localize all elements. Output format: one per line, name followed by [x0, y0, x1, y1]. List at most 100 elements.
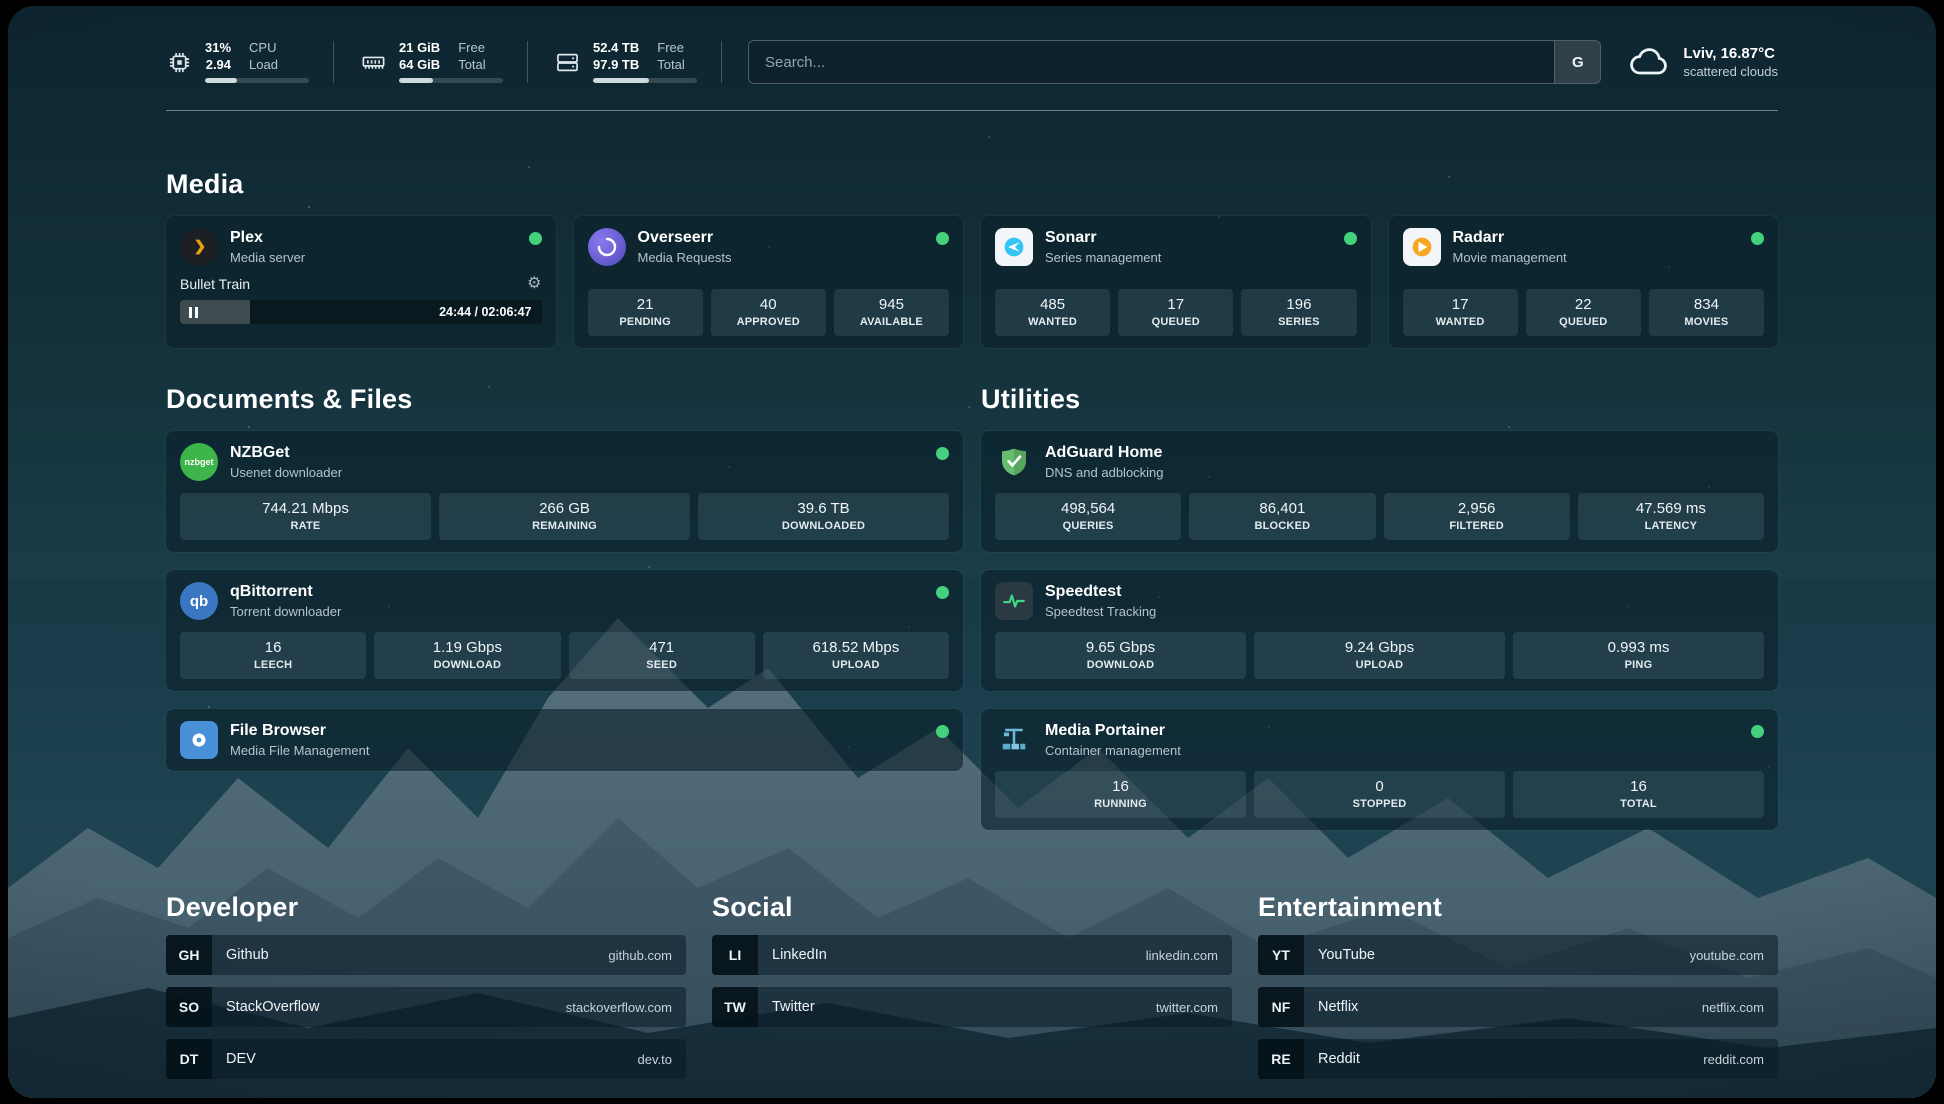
app-desc: Series management — [1045, 249, 1162, 265]
stat-available: 945 AVAILABLE — [833, 289, 950, 336]
link-name: Github — [226, 947, 269, 963]
stat-queries: 498,564 QUERIES — [995, 493, 1182, 540]
stat-blocked: 86,401 BLOCKED — [1189, 493, 1376, 540]
search-engine-button[interactable]: G — [1554, 41, 1601, 83]
app-name: Media Portainer — [1045, 722, 1166, 740]
section-title-utilities: Utilities — [981, 384, 1081, 414]
stat-download: 9.65 Gbps DOWNLOAD — [995, 632, 1246, 679]
middle-grid: Documents & Files nzbget NZBGet Usenet d… — [166, 384, 1778, 830]
adguard-card[interactable]: AdGuard Home DNS and adblocking 498,564 Q… — [981, 431, 1778, 552]
dashboard-window: 31% 2.94 CPU Load — [8, 6, 1936, 1098]
link-twitter[interactable]: TW Twitter twitter.com — [712, 987, 1232, 1027]
stat-seed: 471 SEED — [568, 632, 755, 679]
link-url: youtube.com — [1689, 947, 1764, 963]
link-dev[interactable]: DT DEV dev.to — [166, 1039, 686, 1079]
cpu-icon — [166, 49, 193, 76]
top-bar: 31% 2.94 CPU Load — [166, 6, 1778, 84]
stat-upload: 9.24 Gbps UPLOAD — [1254, 632, 1505, 679]
github-badge: GH — [166, 935, 212, 975]
sonarr-card[interactable]: Sonarr Series management 485 WANTED 17 QUE… — [981, 216, 1371, 348]
qbittorrent-icon: qb — [180, 582, 218, 620]
stat-queued: 22 QUEUED — [1525, 289, 1641, 336]
link-github[interactable]: GH Github github.com — [166, 935, 686, 975]
nzbget-icon: nzbget — [180, 443, 218, 481]
ram-total-value: 64 GiB — [399, 56, 441, 72]
disk-free-label: Free — [657, 39, 684, 55]
link-url: netflix.com — [1701, 999, 1764, 1015]
link-linkedin[interactable]: LI LinkedIn linkedin.com — [712, 935, 1232, 975]
app-desc: Media server — [230, 249, 306, 265]
pause-icon[interactable] — [189, 306, 198, 318]
cpu-load-value: 2.94 — [205, 56, 232, 72]
nzbget-card[interactable]: nzbget NZBGet Usenet downloader 744.21 M… — [166, 431, 963, 552]
app-name: Speedtest — [1045, 583, 1122, 601]
gear-icon[interactable]: ⚙ — [527, 275, 542, 292]
youtube-badge: YT — [1258, 935, 1304, 975]
app-name: qBittorrent — [230, 583, 313, 601]
app-desc: Movie management — [1452, 249, 1567, 265]
app-name: Plex — [230, 229, 263, 247]
link-name: Twitter — [772, 999, 815, 1015]
twitter-badge: TW — [712, 987, 758, 1027]
link-name: Netflix — [1318, 999, 1359, 1015]
stat-series: 196 SERIES — [1241, 289, 1357, 336]
speedtest-icon — [995, 582, 1033, 620]
status-dot — [1751, 232, 1764, 245]
app-name: Overseerr — [637, 229, 714, 247]
link-netflix[interactable]: NF Netflix netflix.com — [1258, 987, 1778, 1027]
speedtest-card[interactable]: Speedtest Speedtest Tracking 9.65 Gbps DO… — [981, 570, 1778, 691]
cpu-widget: 31% 2.94 CPU Load — [166, 40, 334, 84]
cpu-load-label: Load — [249, 56, 278, 72]
app-name: AdGuard Home — [1045, 444, 1163, 462]
stat-remaining: 266 GB REMAINING — [439, 493, 690, 540]
social-links: Social LI LinkedIn linkedin.com TW Twitt… — [712, 892, 1232, 1079]
stat-stopped: 0 STOPPED — [1254, 771, 1505, 818]
utilities-column: Utilities AdGu — [981, 384, 1778, 830]
stat-download: 1.19 Gbps DOWNLOAD — [374, 632, 561, 679]
stat-approved: 40 APPROVED — [710, 289, 826, 336]
link-stackoverflow[interactable]: SO StackOverflow stackoverflow.com — [166, 987, 686, 1027]
link-reddit[interactable]: RE Reddit reddit.com — [1258, 1039, 1778, 1079]
weather-widget: Lviv, 16.87°C scattered clouds — [1627, 40, 1778, 84]
qbittorrent-card[interactable]: qb qBittorrent Torrent downloader 16 LEEC… — [166, 570, 963, 691]
entertainment-links: Entertainment YT YouTube youtube.com NF … — [1258, 892, 1778, 1079]
header-divider — [166, 110, 1778, 111]
dev-badge: DT — [166, 1039, 212, 1079]
app-name: Sonarr — [1045, 229, 1097, 247]
status-dot — [936, 232, 949, 245]
link-name: YouTube — [1318, 947, 1375, 963]
search-input[interactable] — [749, 41, 1555, 83]
netflix-badge: NF — [1258, 987, 1304, 1027]
link-youtube[interactable]: YT YouTube youtube.com — [1258, 935, 1778, 975]
filebrowser-icon — [180, 721, 218, 759]
link-name: LinkedIn — [772, 947, 827, 963]
developer-links: Developer GH Github github.com SO StackO… — [166, 892, 686, 1079]
stat-latency: 47.569 ms LATENCY — [1577, 493, 1764, 540]
adguard-icon — [995, 443, 1033, 481]
ram-total-label: Total — [458, 56, 486, 72]
playback-progress-bar[interactable]: 24:44 / 02:06:47 — [180, 300, 542, 324]
section-title-developer: Developer — [166, 892, 299, 922]
stat-leech: 16 LEECH — [180, 632, 367, 679]
app-desc: Torrent downloader — [230, 603, 342, 619]
stackoverflow-badge: SO — [166, 987, 212, 1027]
overseerr-card[interactable]: Overseerr Media Requests 21 PENDING 40 APP… — [573, 216, 963, 348]
section-title-social: Social — [712, 892, 793, 922]
portainer-card[interactable]: Media Portainer Container management 16 R… — [981, 709, 1778, 830]
status-dot — [1343, 232, 1357, 245]
weather-location: Lviv, 16.87°C — [1683, 45, 1775, 62]
radarr-card[interactable]: Radarr Movie management 17 WANTED 22 QUEUE… — [1388, 216, 1778, 348]
media-grid: Plex Media server Bullet Train ⚙ 24:44 /… — [166, 216, 1778, 348]
reddit-badge: RE — [1258, 1039, 1304, 1079]
section-title-entertainment: Entertainment — [1258, 892, 1443, 922]
documents-column: Documents & Files nzbget NZBGet Usenet d… — [166, 384, 963, 771]
plex-card[interactable]: Plex Media server Bullet Train ⚙ 24:44 /… — [166, 216, 556, 348]
filebrowser-card[interactable]: File Browser Media File Management — [166, 709, 963, 771]
app-name: NZBGet — [230, 444, 290, 462]
app-desc: Media File Management — [230, 742, 370, 758]
status-dot — [1751, 725, 1764, 738]
stat-running: 16 RUNNING — [995, 771, 1246, 818]
section-title-media: Media — [166, 169, 244, 199]
app-desc: Container management — [1045, 742, 1181, 758]
status-dot — [936, 586, 949, 599]
